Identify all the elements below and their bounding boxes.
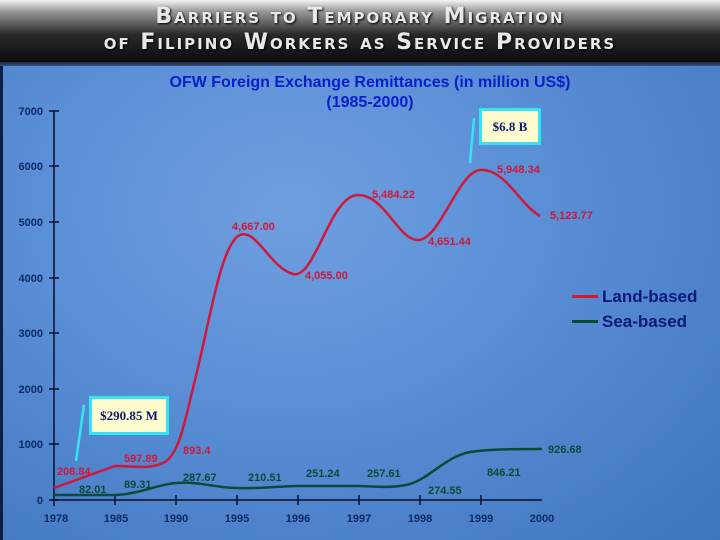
land-label: 208.84 <box>57 466 92 478</box>
chart-panel <box>0 66 720 540</box>
land-label: 893.4 <box>183 445 211 457</box>
y-tick-label: 5000 <box>19 217 43 229</box>
x-tick-marks <box>53 495 482 506</box>
land-based-line <box>53 168 541 490</box>
sea-based-labels: 82.01 89.31 287.67 210.51 251.24 257.61 … <box>79 444 582 497</box>
y-tick-label: 2000 <box>19 384 43 396</box>
slide-title-line-1: Barriers to Temporary Migration <box>155 4 565 29</box>
y-tick-labels: 7000 6000 5000 4000 3000 2000 1000 0 <box>19 106 43 507</box>
sea-label: 210.51 <box>248 472 282 484</box>
y-tick-label: 6000 <box>19 161 43 173</box>
x-tick-label: 1985 <box>104 513 128 525</box>
callout-pointer-top <box>468 117 476 164</box>
x-tick-label: 1996 <box>286 513 310 525</box>
land-label: 597.89 <box>124 453 158 465</box>
callout-pointer-bottom <box>74 404 86 462</box>
sea-label: 274.55 <box>428 485 462 497</box>
legend-swatch-sea <box>572 320 598 323</box>
land-label: 5,948.34 <box>497 164 541 176</box>
y-tick-marks <box>49 110 59 501</box>
x-tick-label: 1990 <box>164 513 188 525</box>
callout-total-bottom: $290.85 M <box>89 396 169 435</box>
chart-subtitle: (1985-2000) <box>326 94 414 111</box>
x-tick-label: 1999 <box>469 513 493 525</box>
legend-item-sea-based: Sea-based <box>572 309 697 334</box>
legend-swatch-land <box>572 295 598 298</box>
sea-label: 251.24 <box>306 468 341 480</box>
y-tick-label: 3000 <box>19 328 43 340</box>
legend-label: Sea-based <box>602 311 688 331</box>
chart-title: OFW Foreign Exchange Remittances (in mil… <box>169 74 571 91</box>
slide-title-line-2: of Filipino Workers as Service Providers <box>103 30 617 55</box>
sea-label: 82.01 <box>79 484 107 496</box>
land-based-labels: 208.84 597.89 893.4 4,667.00 4,055.00 5,… <box>57 164 593 478</box>
chart-legend: Land-based Sea-based <box>572 284 697 334</box>
x-tick-label: 2000 <box>530 513 554 525</box>
sea-based-line <box>54 447 543 497</box>
sea-label: 257.61 <box>367 468 401 480</box>
land-label: 4,667.00 <box>232 221 275 233</box>
slide-header: Barriers to Temporary Migration of Filip… <box>0 0 720 62</box>
sea-label: 926.68 <box>548 444 582 456</box>
callout-total-top: $6.8 B <box>479 108 541 145</box>
sea-label: 287.67 <box>183 472 217 484</box>
sea-label: 89.31 <box>124 479 152 491</box>
land-label: 4,651.44 <box>428 236 472 248</box>
header-divider <box>0 62 720 67</box>
sea-label: 846.21 <box>487 467 521 479</box>
land-label: 4,055.00 <box>305 270 348 282</box>
legend-label: Land-based <box>602 286 698 306</box>
y-tick-label: 0 <box>37 495 43 507</box>
x-tick-label: 1978 <box>44 513 68 525</box>
x-tick-labels: 1978 1985 1990 1995 1996 1997 1998 1999 … <box>44 513 554 525</box>
x-tick-label: 1998 <box>408 513 432 525</box>
x-tick-label: 1995 <box>225 513 249 525</box>
y-tick-label: 7000 <box>19 106 43 118</box>
land-label: 5,123.77 <box>550 210 593 222</box>
legend-item-land-based: Land-based <box>572 284 697 309</box>
y-tick-label: 4000 <box>19 273 43 285</box>
y-tick-label: 1000 <box>19 439 43 451</box>
land-label: 5,484.22 <box>372 189 415 201</box>
x-tick-label: 1997 <box>347 513 371 525</box>
